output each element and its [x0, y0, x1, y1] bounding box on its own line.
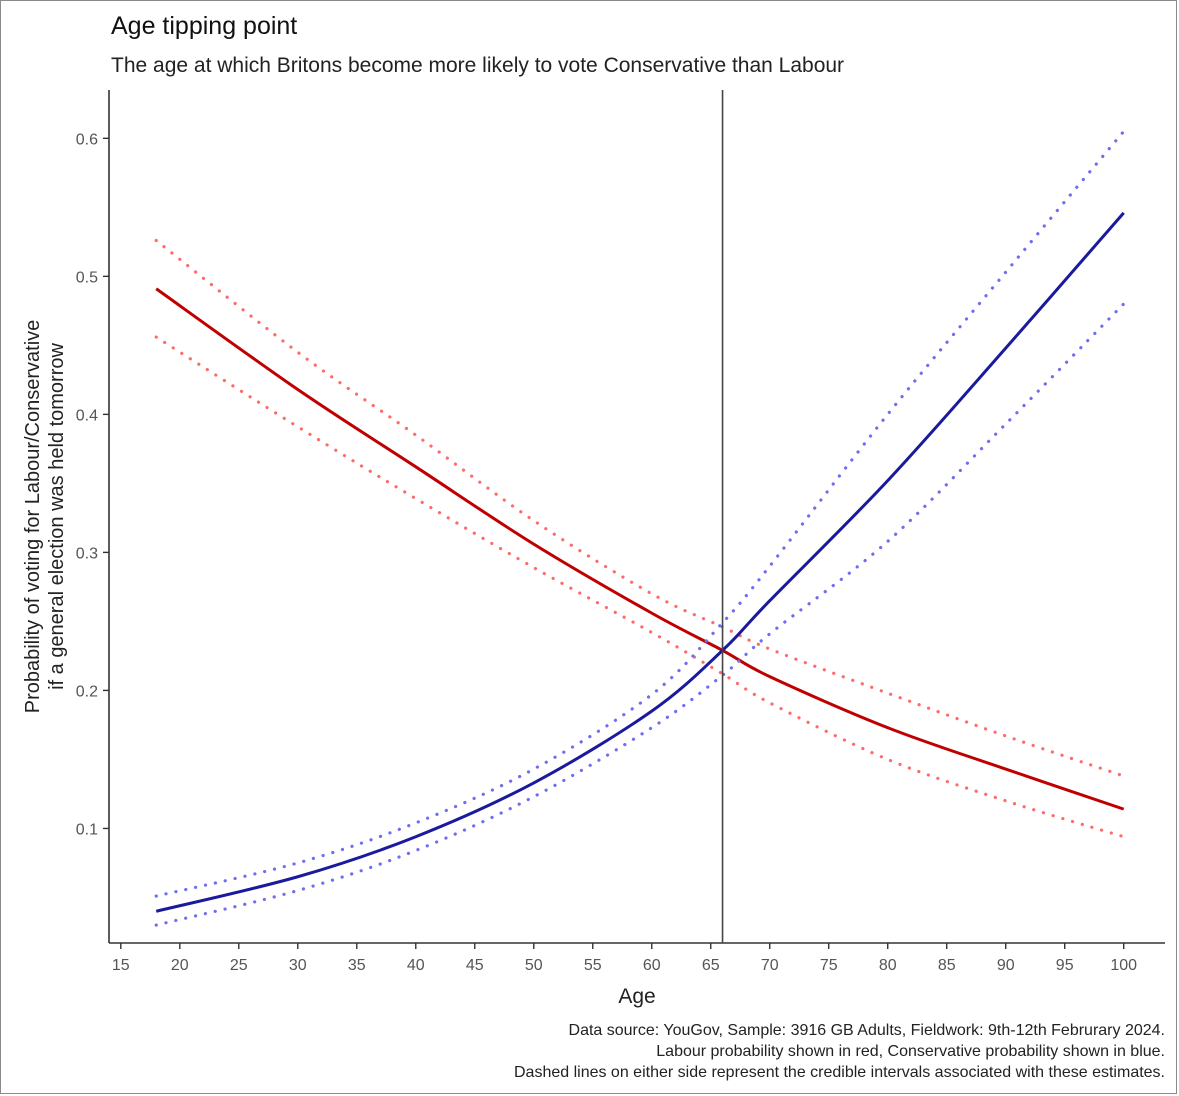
y-axis-label-line-1: Probability of voting for Labour/Conserv…: [22, 320, 44, 714]
x-tick-label: 45: [466, 957, 484, 974]
x-tick-label: 50: [525, 957, 543, 974]
y-tick-label: 0.3: [76, 545, 98, 562]
series-layer: [154, 129, 1126, 927]
y-tick-label: 0.2: [76, 683, 98, 700]
x-tick-label: 25: [230, 957, 248, 974]
x-tick-label: 85: [938, 957, 956, 974]
x-tick-label: 75: [820, 957, 838, 974]
x-tick-label: 90: [997, 957, 1015, 974]
y-tick-label: 0.5: [76, 269, 98, 286]
x-tick-label: 20: [171, 957, 189, 974]
x-tick-label: 65: [702, 957, 720, 974]
labour-upper-interval-line: [154, 238, 1126, 778]
x-tick-label: 55: [584, 957, 602, 974]
x-tick-label: 95: [1056, 957, 1074, 974]
y-tick-label: 0.4: [76, 407, 98, 424]
chart-plot: 0.1 0.2 0.3 0.4 0.5 0.6 15 20 25 30 35 40 45 50 55 60 6…: [22, 90, 1165, 1008]
x-tick-label: 35: [348, 957, 366, 974]
x-ticks: 15 20 25 30 35 40 45 50 55 60 65 70 75 80 85 90 95 100: [112, 943, 1137, 974]
axes: 0.1 0.2 0.3 0.4 0.5 0.6 15 20 25 30 35 40 45 50 55 60 6…: [76, 90, 1165, 974]
y-axis-label: Probability of voting for Labour/Conserv…: [22, 320, 68, 714]
x-tick-label: 30: [289, 957, 307, 974]
caption-line-3: Dashed lines on either side represent th…: [513, 1064, 1165, 1081]
y-tick-label: 0.1: [76, 821, 98, 838]
y-axis-label-line-2: if a general election was held tomorrow: [46, 343, 68, 690]
y-ticks: 0.1 0.2 0.3 0.4 0.5 0.6: [76, 131, 109, 838]
chart-title: Age tipping point: [111, 12, 298, 40]
labour-probability-line: [155, 287, 1125, 811]
conservative-probability-line: [155, 211, 1125, 913]
x-tick-label: 15: [112, 957, 130, 974]
caption-line-1: Data source: YouGov, Sample: 3916 GB Adu…: [568, 1022, 1165, 1039]
x-tick-label: 100: [1110, 957, 1137, 974]
chart-caption: Data source: YouGov, Sample: 3916 GB Adu…: [514, 1020, 1165, 1083]
x-tick-label: 70: [761, 957, 779, 974]
chart-subtitle: The age at which Britons become more lik…: [111, 54, 845, 77]
caption-line-2: Labour probability shown in red, Conserv…: [656, 1043, 1165, 1060]
x-tick-label: 80: [879, 957, 897, 974]
y-tick-label: 0.6: [76, 131, 98, 148]
x-axis-label: Age: [618, 985, 655, 1008]
x-tick-label: 40: [407, 957, 425, 974]
x-tick-label: 60: [643, 957, 661, 974]
conservative-lower-interval-line: [154, 302, 1126, 927]
conservative-upper-interval-line: [154, 129, 1126, 898]
